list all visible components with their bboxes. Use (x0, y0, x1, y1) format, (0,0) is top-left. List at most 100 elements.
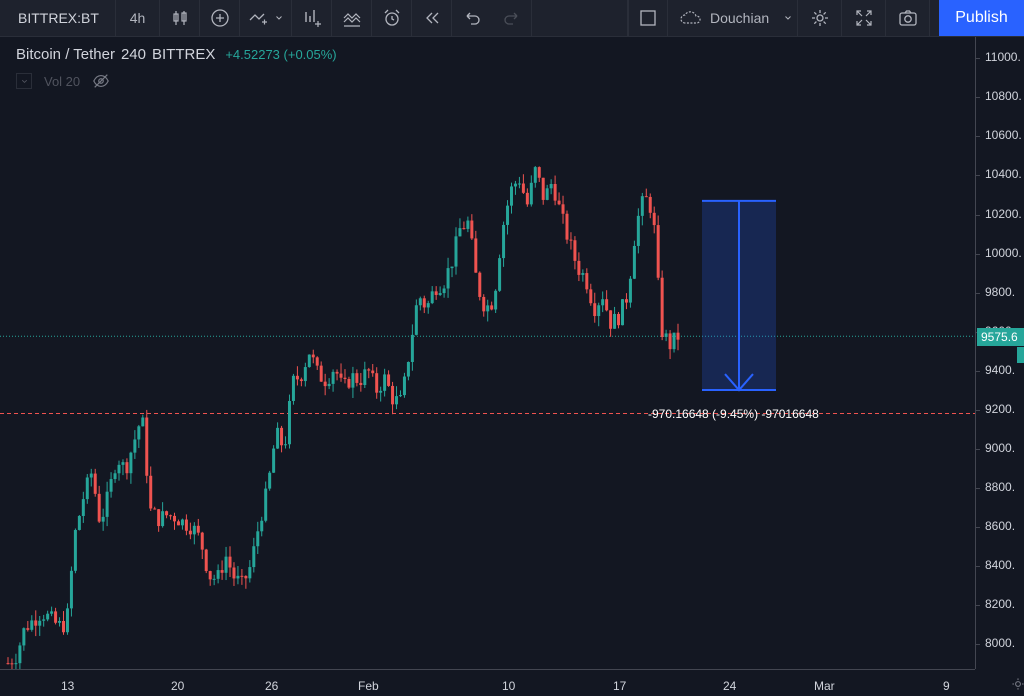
price-chart[interactable] (0, 37, 975, 669)
price-tick-mark (975, 370, 980, 372)
candle-body (22, 628, 26, 646)
replay-button[interactable] (412, 0, 452, 36)
undo-button[interactable] (452, 0, 492, 36)
add-symbol-button[interactable] (200, 0, 240, 36)
candle-body (521, 183, 525, 193)
price-tick-mark (975, 526, 980, 528)
price-tick-mark (975, 448, 980, 450)
price-tick-mark (975, 58, 980, 60)
layout-button[interactable] (628, 0, 668, 36)
templates-button[interactable] (332, 0, 372, 36)
candle-body (248, 567, 252, 579)
time-axis[interactable] (0, 669, 975, 696)
candle-body (18, 645, 22, 664)
candle-body (149, 475, 153, 509)
candle-body (359, 382, 363, 386)
candle-body (161, 511, 165, 527)
price-tick-mark (975, 604, 980, 606)
price-tick-label: 11000. (985, 50, 1021, 65)
chart-pane[interactable] (0, 37, 975, 669)
templates-icon (343, 13, 360, 27)
legend-interval: 240 (120, 46, 146, 63)
price-axis[interactable] (975, 37, 1024, 669)
candle-body (109, 479, 113, 492)
candle-body (38, 620, 42, 626)
candle-body (434, 291, 438, 295)
candle-body (387, 374, 391, 386)
candle-body (331, 371, 335, 384)
chevron-down-icon (21, 79, 27, 83)
candle-body (141, 417, 145, 427)
measure-label: -970.16648 (-9.45%) -97016648 (648, 407, 819, 421)
candle-body (93, 473, 97, 494)
price-tick-label: 10000. (985, 245, 1022, 260)
candle-body (541, 177, 545, 200)
price-tick-mark (975, 253, 980, 255)
candle-body (26, 628, 30, 630)
candle-body (367, 369, 371, 371)
time-tick-label: 20 (171, 679, 185, 693)
candle-body (597, 305, 601, 317)
alert-button[interactable] (372, 0, 412, 36)
time-tick-label: 17 (613, 679, 627, 693)
candle-body (609, 310, 613, 329)
candle-body (6, 663, 10, 665)
indicators-button[interactable] (292, 0, 332, 36)
candle-body (276, 427, 280, 449)
candle-body (280, 427, 284, 446)
candle-body (450, 266, 454, 269)
candle-body (418, 298, 422, 306)
candle-body (383, 374, 387, 391)
price-tick-label: 10200. (985, 206, 1022, 221)
symbol-search-button[interactable]: BITTREX:BT (0, 0, 116, 36)
eye-hidden-icon[interactable] (92, 72, 110, 90)
volume-row: Vol 20 (16, 72, 110, 90)
candles-icon (172, 11, 187, 25)
candle-body (644, 196, 648, 198)
time-tick-label: 9 (943, 679, 950, 693)
settings-button[interactable] (798, 0, 842, 36)
price-tick-label: 9800. (985, 284, 1016, 299)
candle-body (307, 354, 311, 368)
candle-body (77, 515, 81, 530)
candle-body (303, 367, 307, 382)
candle-body (355, 373, 359, 383)
indicator-name: Douchian (710, 10, 770, 26)
price-tick-label: 8200. (985, 596, 1016, 611)
candle-body (553, 183, 557, 201)
indicator-select[interactable]: Douchian (668, 0, 798, 36)
candle-body (636, 215, 640, 246)
candle-body (295, 375, 299, 380)
chart-type-button[interactable] (160, 0, 200, 36)
snapshot-button[interactable] (886, 0, 930, 36)
candle-body (34, 620, 38, 626)
fullscreen-button[interactable] (842, 0, 886, 36)
redo-button[interactable] (492, 0, 532, 36)
candle-body (474, 238, 478, 273)
candle-body (184, 519, 188, 531)
candle-body (188, 530, 192, 535)
undo-icon (466, 12, 480, 25)
candle-body (406, 361, 410, 377)
publish-button[interactable]: Publish (939, 0, 1024, 36)
candle-body (442, 288, 446, 294)
compare-button[interactable] (240, 0, 292, 36)
candle-body (509, 186, 513, 206)
interval-button[interactable]: 4h (116, 0, 160, 36)
candle-body (10, 663, 14, 665)
candle-body (601, 299, 605, 306)
candle-body (676, 332, 680, 340)
fullscreen-icon (855, 10, 872, 26)
candle-body (204, 549, 208, 572)
axis-settings-icon[interactable] (1010, 676, 1024, 692)
candle-body (577, 260, 581, 275)
price-tick-label: 9000. (985, 440, 1016, 455)
candle-body (660, 277, 664, 337)
price-tick-mark (975, 136, 980, 138)
collapse-legend-button[interactable] (16, 73, 32, 89)
candle-body (157, 509, 161, 527)
candle-body (220, 570, 224, 573)
price-tick-mark (975, 97, 980, 99)
candle-body (347, 379, 351, 388)
time-tick-label: 24 (723, 679, 737, 693)
